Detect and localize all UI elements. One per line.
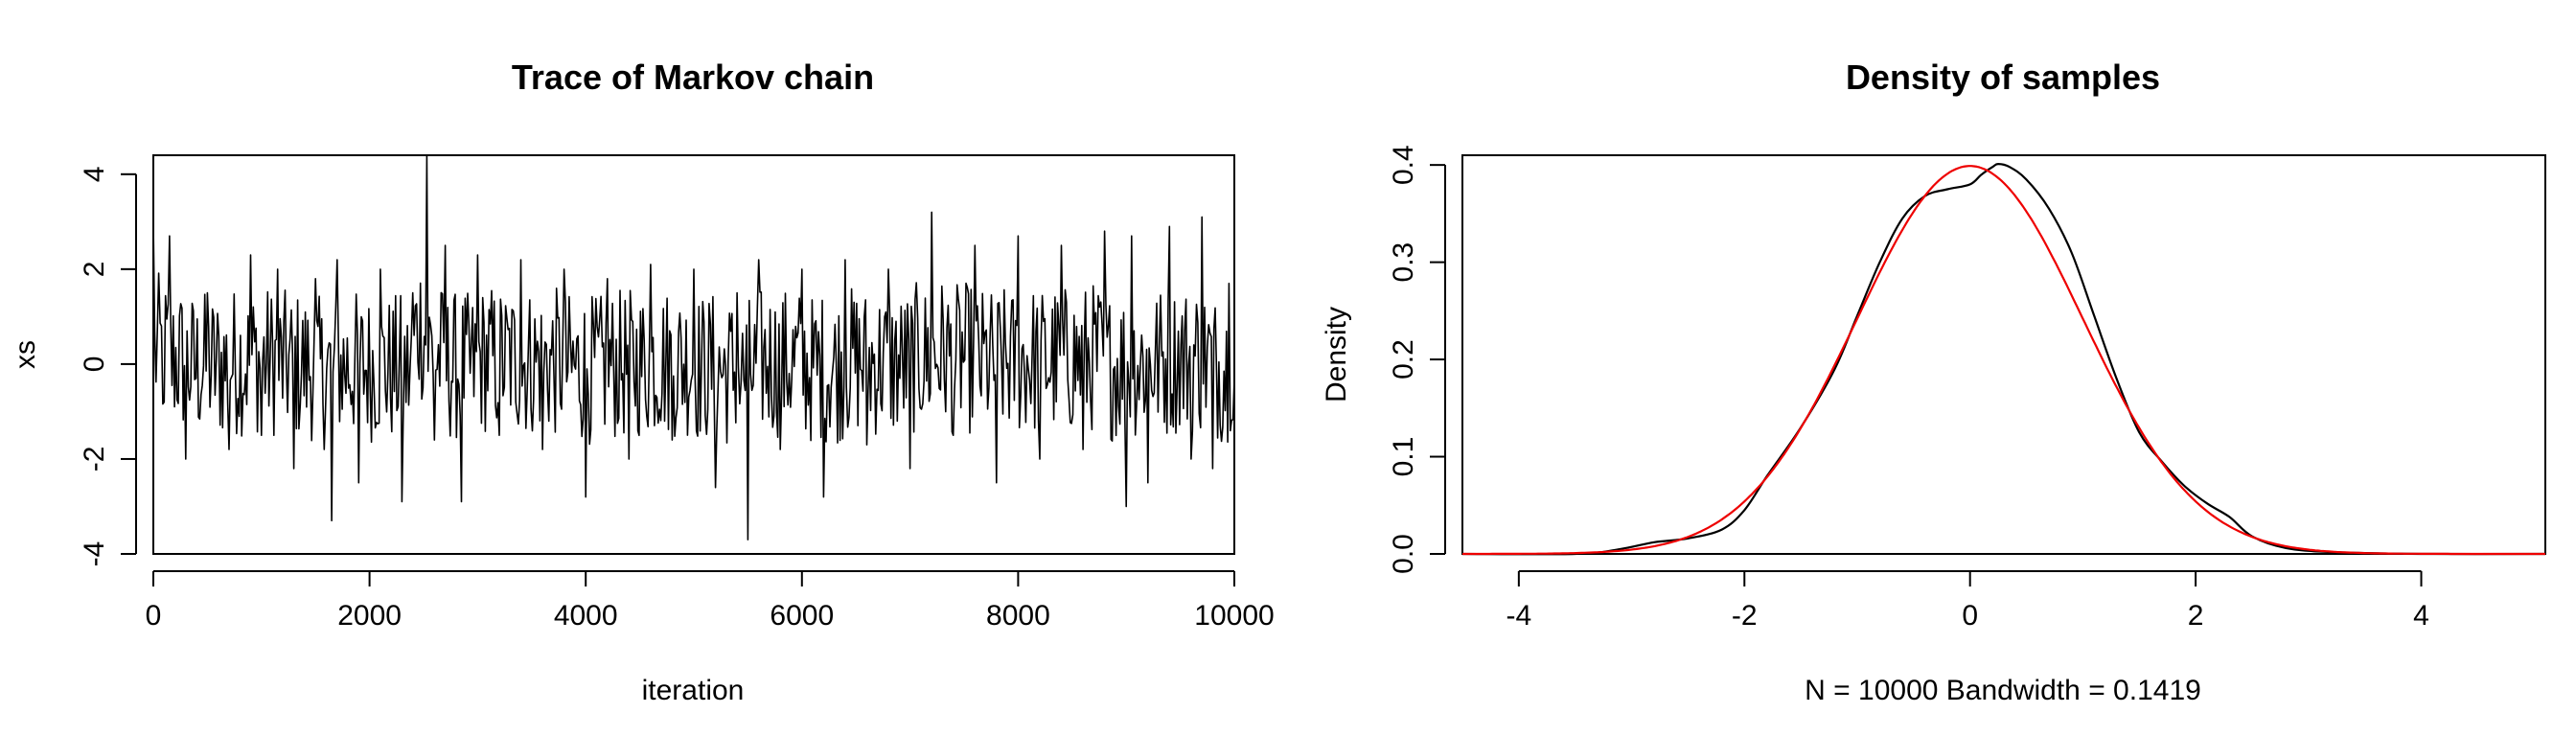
- x-tick-label: 0: [146, 600, 162, 632]
- density-panel: Density of samples -4 -2 0 2 4 0.00.10.20.30…: [1321, 58, 2546, 706]
- y-tick-label: 4: [79, 166, 110, 182]
- y-tick-label: 0.3: [1388, 242, 1419, 283]
- density-x-axis: -4 -2 0 2 4: [1506, 570, 2429, 632]
- x-tick-label: 4000: [554, 600, 618, 632]
- y-tick-label: 0.2: [1388, 339, 1419, 380]
- y-tick-label: 0.0: [1388, 534, 1419, 574]
- trace-series-line: [152, 154, 1235, 540]
- trace-y-axis-label: xs: [10, 340, 41, 369]
- y-tick-label: 0.4: [1388, 145, 1419, 185]
- y-tick-label: -2: [79, 447, 110, 472]
- y-tick-label: 2: [79, 262, 110, 278]
- density-title: Density of samples: [1846, 58, 2160, 97]
- x-tick-label: 2000: [337, 600, 402, 632]
- y-tick-label: 0.1: [1388, 437, 1419, 477]
- density-plot-frame: [1461, 154, 2546, 555]
- x-tick-label: 0: [1962, 600, 1978, 632]
- density-x-axis-label: N = 10000 Bandwidth = 0.1419: [1805, 675, 2201, 706]
- x-tick-label: -4: [1506, 600, 1532, 632]
- density-series-line: [1461, 163, 2546, 556]
- x-tick-label: 4: [2413, 600, 2429, 632]
- x-tick-label: 8000: [986, 600, 1050, 632]
- density-y-axis-label: Density: [1321, 307, 1352, 402]
- normal-reference-curve: [1462, 165, 2545, 556]
- trace-panel: Trace of Markov chain 0 2000 4000 6000 8000 1…: [10, 58, 1275, 706]
- density-y-axis: 0.0 0.1 0.2 0.3 0.4: [1388, 145, 1446, 574]
- y-tick-label: -4: [79, 541, 110, 567]
- trace-title: Trace of Markov chain: [512, 58, 874, 97]
- x-tick-label: 10000: [1194, 600, 1274, 632]
- trace-x-axis: 0 2000 4000 6000 8000 10000: [146, 570, 1275, 632]
- trace-plot-frame: [152, 154, 1235, 555]
- x-tick-label: -2: [1732, 600, 1758, 632]
- trace-x-axis-label: iteration: [642, 675, 745, 706]
- x-tick-label: 2: [2188, 600, 2204, 632]
- trace-y-axis: -4 -2 0 2 4: [79, 166, 137, 567]
- x-tick-label: 6000: [770, 600, 834, 632]
- y-tick-label: 0: [79, 356, 110, 373]
